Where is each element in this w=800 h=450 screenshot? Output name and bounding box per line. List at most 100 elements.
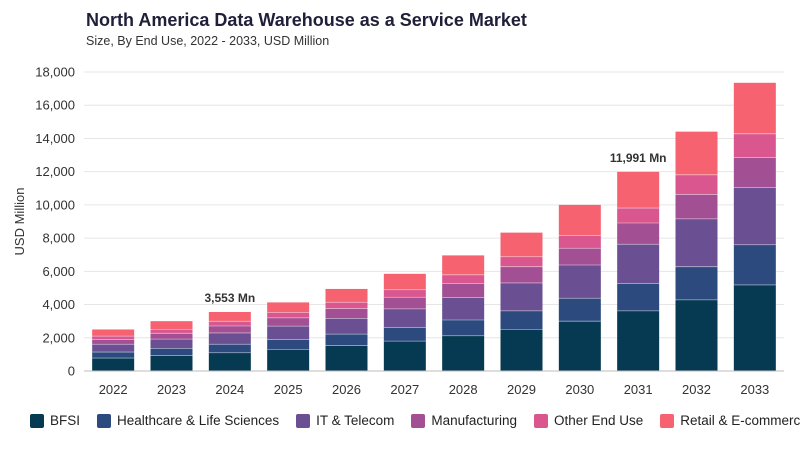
x-tick-label: 2032 — [682, 382, 711, 397]
bar-segment — [383, 297, 426, 309]
bar-segment — [617, 208, 660, 223]
bar-segment — [442, 297, 485, 321]
bar-stack-2028 — [442, 255, 485, 371]
bar-stack-2029 — [500, 232, 543, 371]
x-tick-label: 2031 — [624, 382, 653, 397]
bar-segment — [675, 194, 718, 219]
legend-label: IT & Telecom — [316, 413, 395, 428]
chart-title: North America Data Warehouse as a Servic… — [86, 10, 527, 30]
bar-segment — [675, 174, 718, 195]
legend-swatch — [97, 413, 112, 428]
bar-segment — [150, 329, 193, 334]
x-tick-label: 2024 — [215, 382, 244, 397]
y-tick-label: 18,000 — [35, 65, 75, 80]
bar-segment — [325, 308, 368, 319]
legend-item: Healthcare & Life Sciences — [97, 413, 279, 428]
y-tick-label: 8,000 — [42, 231, 75, 246]
y-tick-label: 0 — [68, 364, 75, 379]
bar-segment — [383, 289, 426, 298]
bar-segment — [500, 282, 543, 311]
x-tick-label: 2033 — [740, 382, 769, 397]
bar-segment — [500, 310, 543, 330]
y-tick-label: 4,000 — [42, 297, 75, 312]
bar-segment — [617, 222, 660, 245]
bar-stack-2026 — [325, 288, 368, 371]
bar-segment — [325, 345, 368, 371]
bar-segment — [208, 344, 251, 353]
legend-label: Retail & E-commerce — [680, 413, 800, 428]
legend-swatch — [411, 413, 426, 428]
bar-segment — [150, 321, 193, 330]
bar-segment — [325, 288, 368, 303]
bar-segment — [733, 133, 776, 158]
bar-segment — [442, 320, 485, 336]
x-tick-label: 2023 — [157, 382, 186, 397]
x-tick-label: 2028 — [449, 382, 478, 397]
bar-segment — [558, 248, 601, 266]
legend-swatch — [660, 413, 675, 428]
bar-segment — [617, 244, 660, 284]
bar-segment — [558, 298, 601, 322]
data-label: 11,991 Mn — [610, 151, 667, 165]
bar-segment — [500, 266, 543, 283]
legend-swatch — [533, 413, 548, 428]
bar-segment — [500, 329, 543, 371]
gridlines — [84, 71, 784, 339]
x-tick-label: 2025 — [274, 382, 303, 397]
bar-segment — [150, 339, 193, 349]
bar-segment — [92, 358, 135, 371]
axes: 0 2,000 4,000 6,000 8,000 10,000 12,000 14,000 1… — [12, 65, 784, 397]
bar-segment — [267, 302, 310, 313]
bar-segment — [733, 244, 776, 285]
bar-stack-2025 — [267, 302, 310, 371]
bar-stack-2030 — [558, 204, 601, 371]
legend-swatch — [296, 413, 311, 428]
bar-stack-2031 — [617, 171, 660, 371]
bar-segment — [92, 344, 135, 353]
bar-segment — [500, 232, 543, 257]
bar-stack-2023 — [150, 321, 193, 371]
bar-segment — [442, 335, 485, 371]
bar-stack-2032 — [675, 131, 718, 371]
bar-segment — [325, 302, 368, 309]
bar-segment — [267, 317, 310, 327]
x-tick-label: 2022 — [99, 382, 128, 397]
bar-stack-2024 — [208, 311, 251, 371]
legend-label: BFSI — [50, 413, 81, 428]
y-tick-label: 2,000 — [42, 330, 75, 345]
bar-segment — [92, 336, 135, 340]
x-tick-label: 2027 — [390, 382, 419, 397]
bar-segment — [92, 329, 135, 337]
bar-segment — [208, 325, 251, 333]
x-tick-label: 2030 — [565, 382, 594, 397]
bar-stack-2027 — [383, 273, 426, 371]
bar-segment — [733, 187, 776, 245]
y-axis-title: USD Million — [12, 188, 27, 256]
bar-stack-2033 — [733, 82, 776, 371]
bar-segment — [675, 131, 718, 175]
bar-segment — [150, 355, 193, 371]
bar-segment — [208, 332, 251, 345]
bar-segment — [383, 327, 426, 342]
bar-segment — [558, 235, 601, 249]
bar-segment — [500, 256, 543, 267]
legend-item: BFSI — [30, 413, 80, 428]
bar-segment — [325, 318, 368, 335]
bar-segment — [442, 255, 485, 275]
chart-legend: BFSI Healthcare & Life Sciences IT & Telec… — [30, 413, 800, 428]
bar-segment — [92, 339, 135, 345]
legend-label: Other End Use — [553, 413, 644, 428]
bar-segment — [675, 299, 718, 371]
y-tick-label: 16,000 — [35, 98, 75, 113]
y-tick-label: 14,000 — [35, 131, 75, 146]
bar-segment — [617, 310, 660, 371]
bar-segment — [675, 266, 718, 300]
annotations: 3,553 Mn 11,991 Mn — [204, 151, 666, 305]
bar-segment — [267, 339, 310, 350]
x-tick-label: 2026 — [332, 382, 361, 397]
bar-segment — [675, 218, 718, 267]
bar-segment — [325, 334, 368, 346]
x-tick-label: 2029 — [507, 382, 536, 397]
y-tick-label: 12,000 — [35, 164, 75, 179]
